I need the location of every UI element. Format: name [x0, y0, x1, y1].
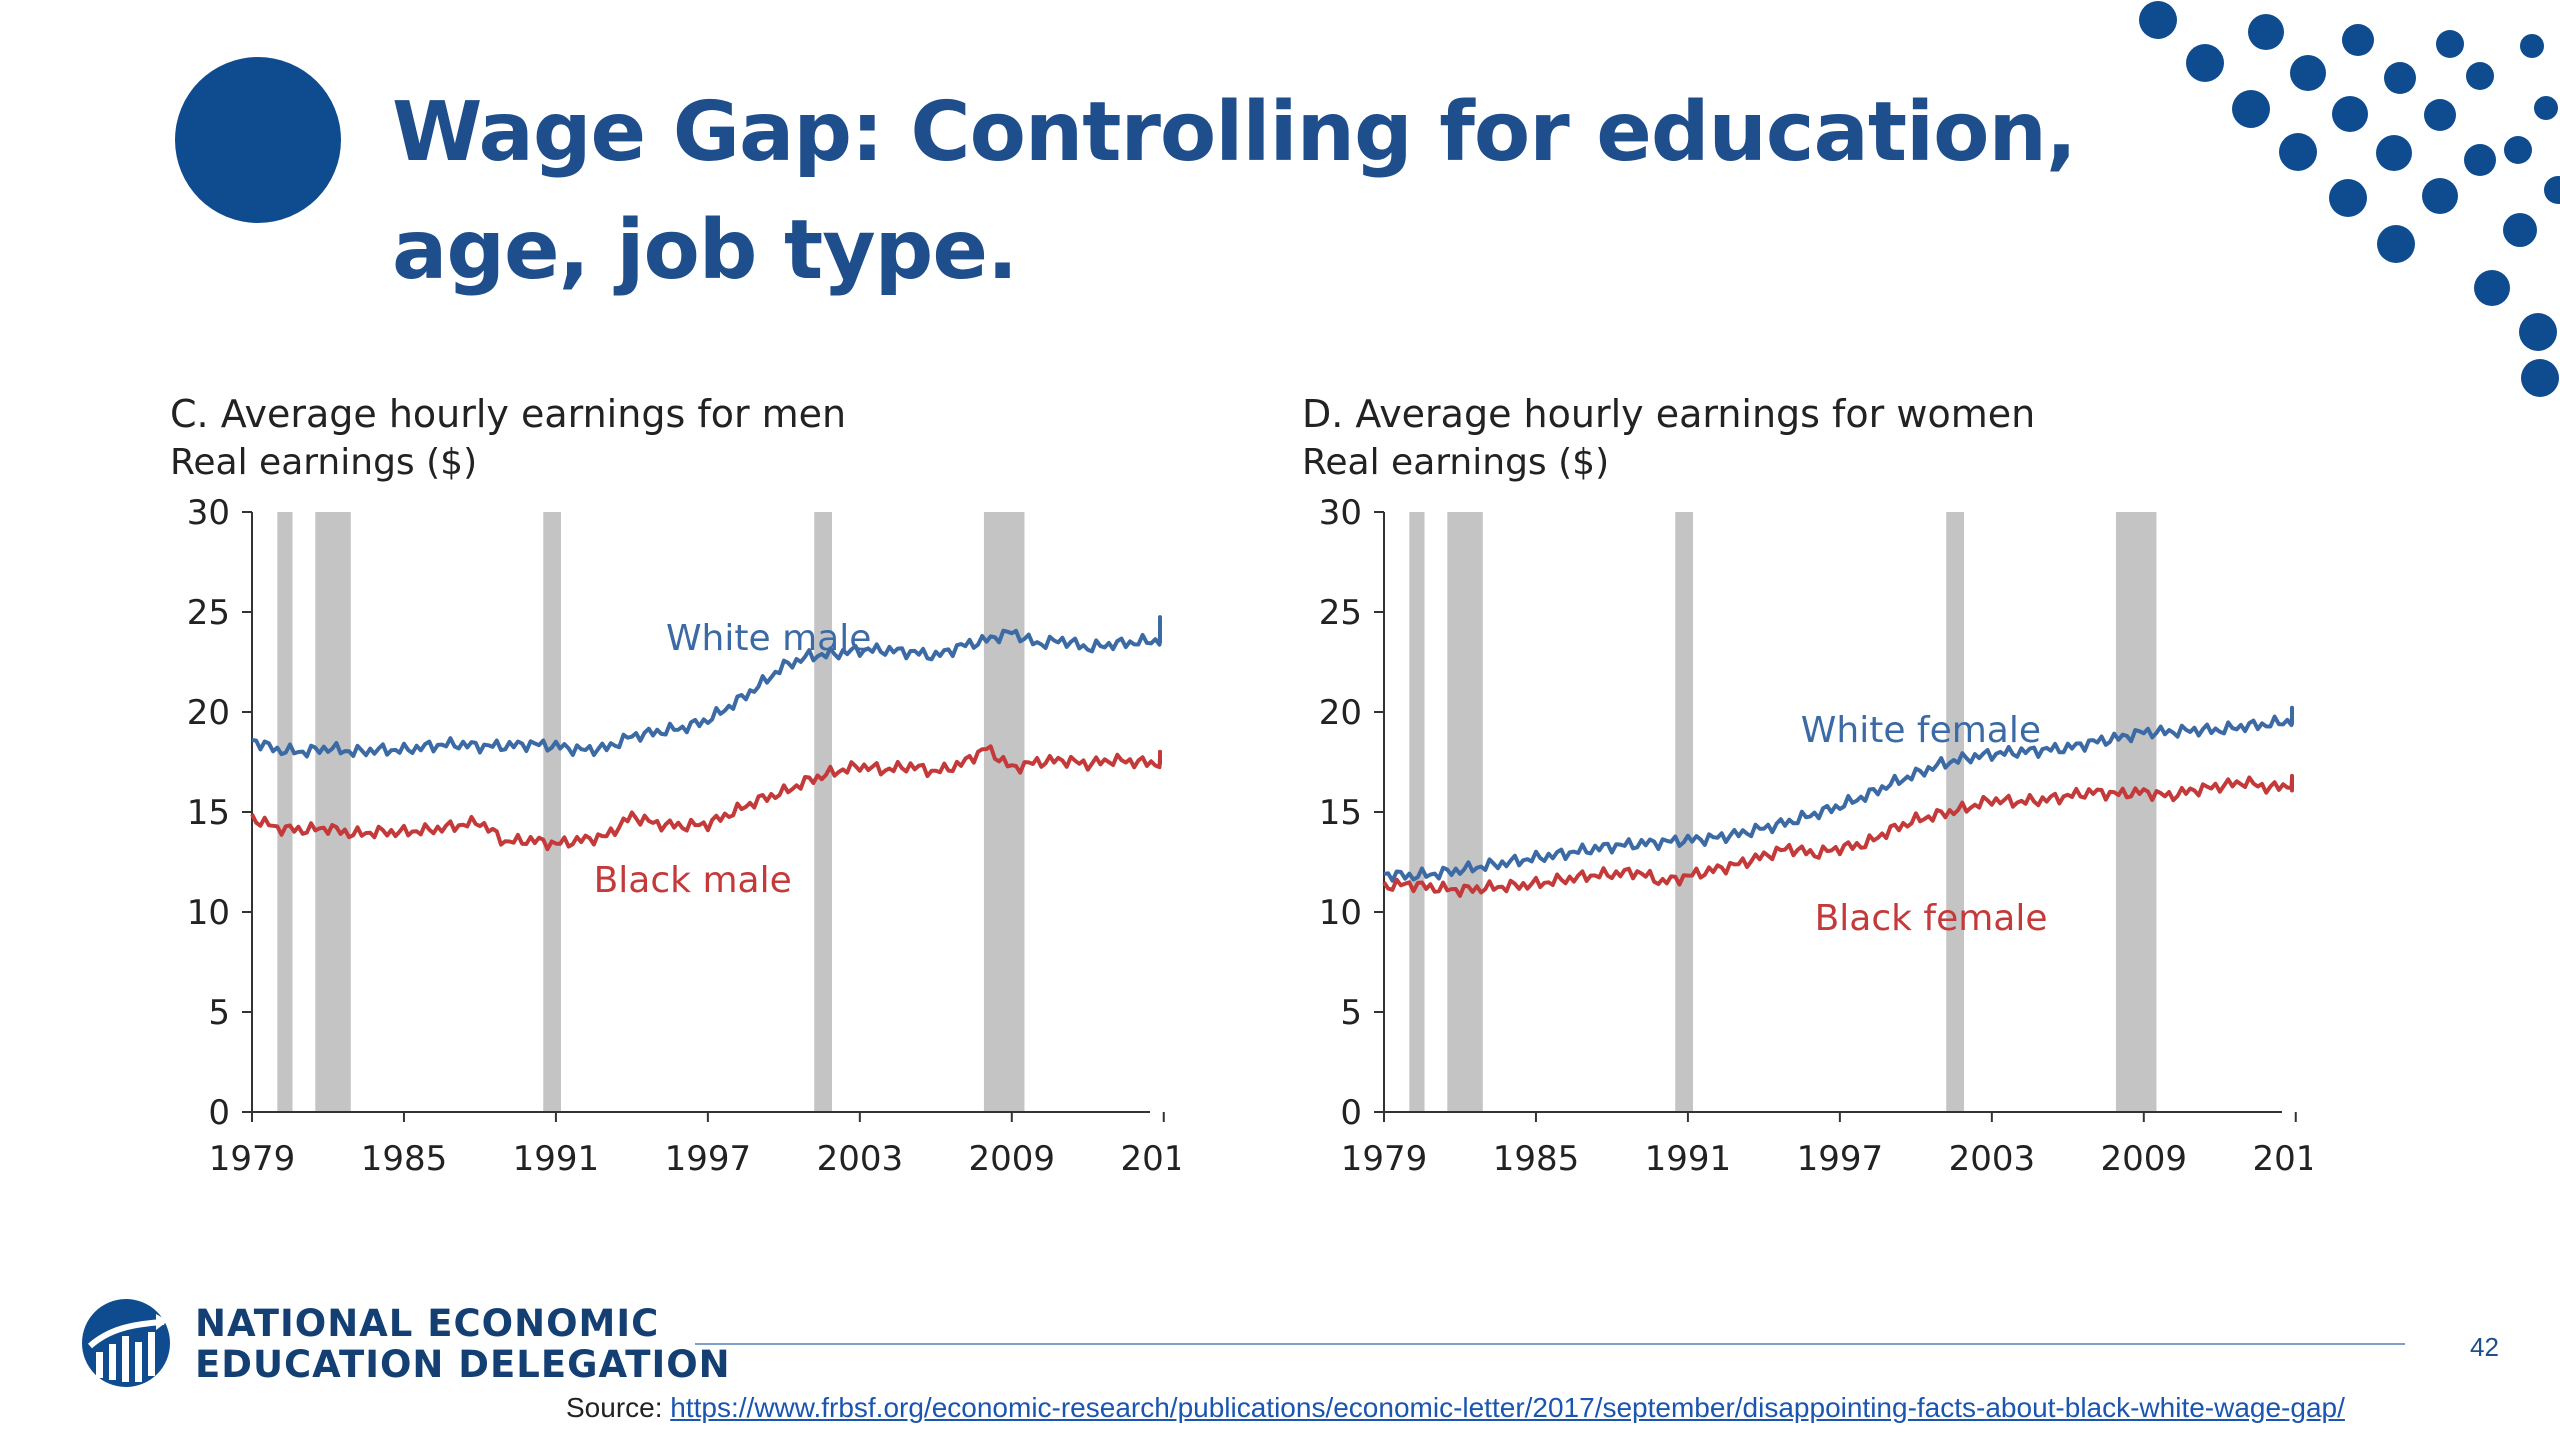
accent-circle	[175, 57, 341, 223]
source-citation: Source: https://www.frbsf.org/economic-r…	[566, 1392, 2345, 1424]
women-series-label-0: White female	[1801, 710, 2041, 751]
men-plot-svg: 0 5 10 15 20 25 30 1979 1985 1991 1997 2003 2009 2015…	[187, 493, 1180, 1179]
men-x-tick-label-2015: 2015	[1120, 1139, 1180, 1179]
men-y-axis-label: Real earnings ($)	[170, 442, 478, 483]
women-x-tick-label-1997: 1997	[1797, 1139, 1884, 1179]
men-y-tick-label-30: 30	[187, 493, 230, 533]
women-recession-band-0	[1409, 512, 1425, 1112]
men-recession-band-0	[277, 512, 293, 1112]
men-x-tick-label-2003: 2003	[817, 1139, 904, 1179]
women-plot-svg: 0 5 10 15 20 25 30 1979 1985 1991 1997 2003 2009 2015…	[1319, 493, 2312, 1179]
decorative-dot-pattern	[2139, 1, 2560, 397]
men-y-tick-label-0: 0	[208, 1093, 230, 1133]
men-y-tick-label-20: 20	[187, 693, 230, 733]
women-y-tick-label-5: 5	[1340, 993, 1362, 1033]
page-number: 42	[2470, 1332, 2499, 1362]
men-series-label-0: White male	[666, 618, 871, 659]
slide-title: Wage Gap: Controlling for education, age…	[392, 85, 2077, 298]
men-series-line-0	[251, 615, 1162, 759]
women-series-line-0	[1383, 705, 2294, 883]
men-chart-title: C. Average hourly earnings for men	[170, 392, 847, 436]
men-recession-band-4	[983, 512, 1025, 1112]
men-x-tick-label-2009: 2009	[969, 1139, 1056, 1179]
women-y-axis-label: Real earnings ($)	[1302, 442, 1610, 483]
org-name-line-2: EDUCATION DELEGATION	[195, 1343, 731, 1386]
women-y-tick-label-30: 30	[1319, 493, 1362, 533]
women-recession-band-2	[1675, 512, 1693, 1112]
source-link[interactable]: https://www.frbsf.org/economic-research/…	[670, 1392, 2345, 1423]
nee-logo	[82, 1299, 170, 1387]
men-earnings-chart: 0 5 10 15 20 25 30 1979 1985 1991 1997 2003 2009 2015…	[160, 380, 1180, 1200]
women-recession-band-1	[1447, 512, 1483, 1112]
men-series-label-1: Black male	[594, 860, 792, 901]
men-x-tick-label-1997: 1997	[665, 1139, 752, 1179]
men-y-tick-label-10: 10	[187, 893, 230, 933]
women-series-label-1: Black female	[1815, 898, 2048, 939]
women-x-tick-label-2015: 2015	[2252, 1139, 2312, 1179]
men-series-line-1	[250, 744, 1162, 852]
men-y-tick-label-25: 25	[187, 593, 230, 633]
source-label: Source:	[566, 1392, 663, 1423]
men-recession-band-3	[814, 512, 832, 1112]
men-recession-band-1	[315, 512, 351, 1112]
men-recession-band-2	[543, 512, 561, 1112]
women-x-tick-label-1979: 1979	[1341, 1139, 1428, 1179]
men-y-tick-label-5: 5	[208, 993, 230, 1033]
women-x-tick-label-1991: 1991	[1645, 1139, 1732, 1179]
men-x-tick-label-1991: 1991	[513, 1139, 600, 1179]
women-y-tick-label-10: 10	[1319, 893, 1362, 933]
org-name-line-1: NATIONAL ECONOMIC	[195, 1302, 660, 1345]
women-y-tick-label-25: 25	[1319, 593, 1362, 633]
women-recession-band-4	[2115, 512, 2157, 1112]
women-chart-title: D. Average hourly earnings for women	[1302, 392, 2036, 436]
men-y-tick-label-15: 15	[187, 793, 230, 833]
women-x-tick-label-2003: 2003	[1949, 1139, 2036, 1179]
men-x-tick-label-1979: 1979	[209, 1139, 296, 1179]
women-x-tick-label-1985: 1985	[1493, 1139, 1580, 1179]
women-y-tick-label-0: 0	[1340, 1093, 1362, 1133]
women-y-tick-label-15: 15	[1319, 793, 1362, 833]
women-y-tick-label-20: 20	[1319, 693, 1362, 733]
men-x-tick-label-1985: 1985	[361, 1139, 448, 1179]
footer-divider	[695, 1343, 2405, 1345]
women-series-line-1	[1382, 773, 2294, 898]
women-earnings-chart: 0 5 10 15 20 25 30 1979 1985 1991 1997 2003 2009 2015…	[1292, 380, 2312, 1200]
women-x-tick-label-2009: 2009	[2101, 1139, 2188, 1179]
